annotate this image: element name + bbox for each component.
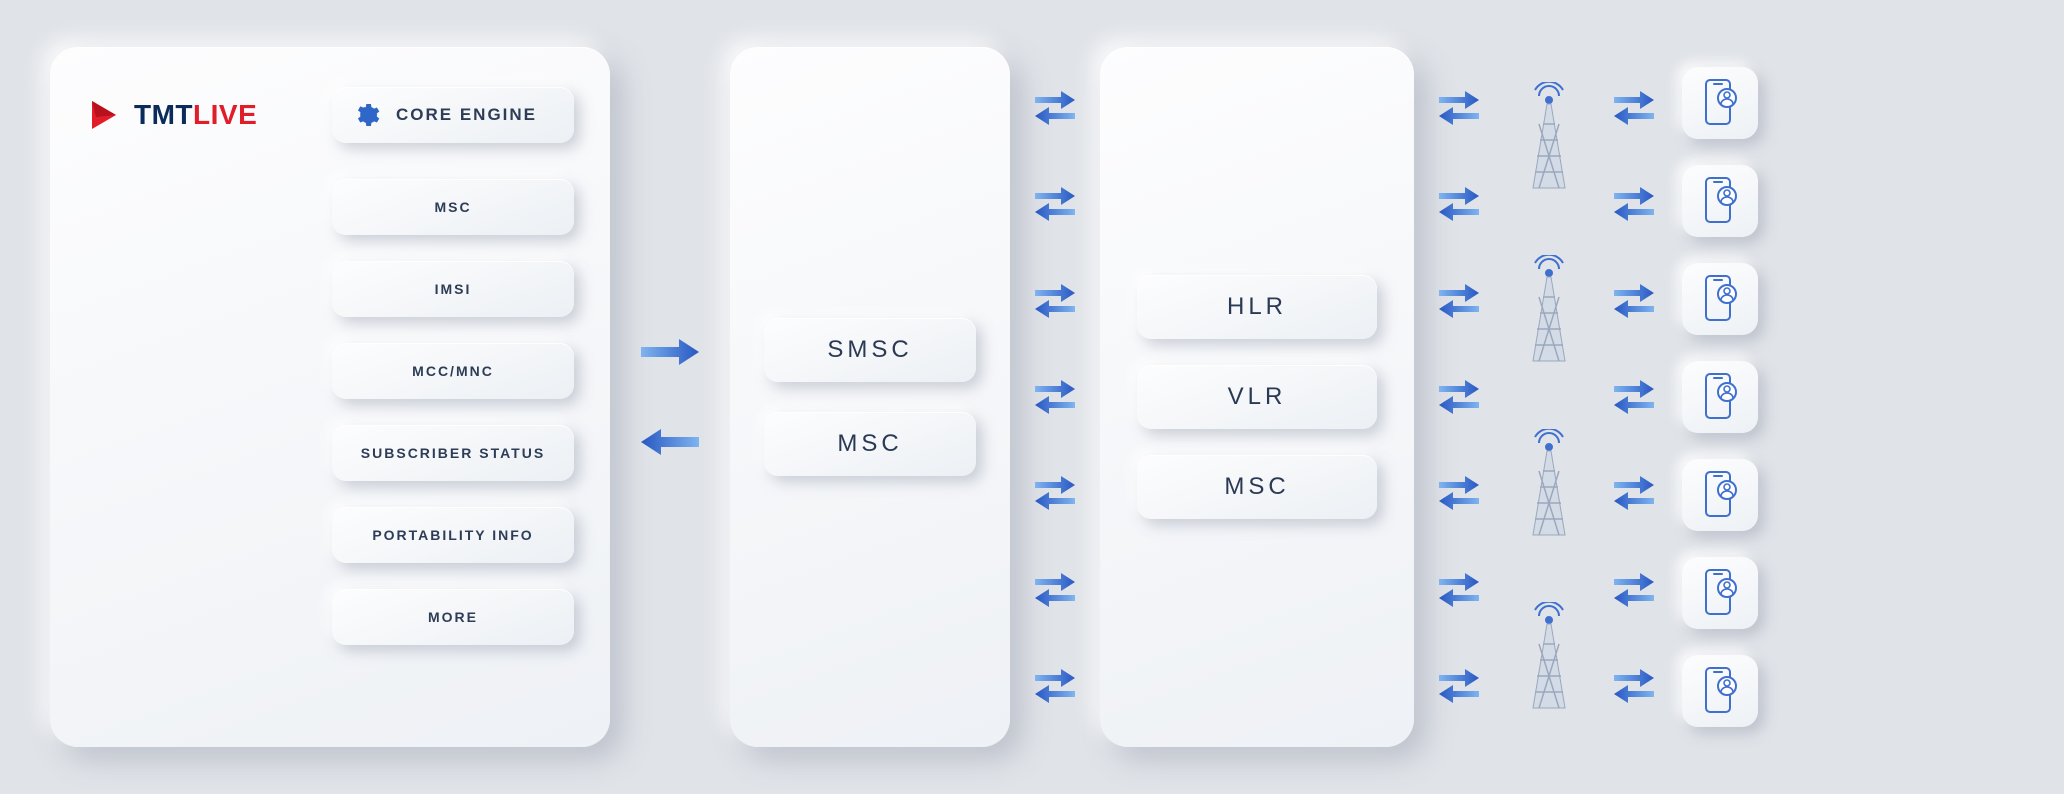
phone-tile <box>1682 557 1758 629</box>
panel3-list: HLR VLR MSC <box>1137 275 1377 519</box>
panel2-item-smsc[interactable]: SMSC <box>764 318 976 382</box>
phone-tile <box>1682 361 1758 433</box>
brand-logo: TMTLIVE <box>86 97 257 133</box>
menu-item-more[interactable]: MORE <box>332 589 574 645</box>
menu-item-imsi[interactable]: IMSI <box>332 261 574 317</box>
panel-smsc-msc: SMSC MSC <box>730 47 1010 747</box>
phone-user-icon <box>1700 666 1740 716</box>
phone-column <box>1674 47 1766 747</box>
panel1-menu: MSC IMSI MCC/MNC SUBSCRIBER STATUS PORTA… <box>332 179 574 645</box>
diagram-stage: TMTLIVE CORE ENGINE MSC IMSI MCC/MNC SUB… <box>50 0 2014 794</box>
swap-arrows-icon <box>1033 184 1077 224</box>
swap-arrows-icon <box>1437 184 1481 224</box>
cell-tower <box>1517 81 1581 193</box>
panel2-list: SMSC MSC <box>764 318 976 476</box>
cell-tower-icon <box>1521 82 1577 192</box>
connector-1-2 <box>610 337 730 457</box>
phone-tile <box>1682 67 1758 139</box>
cell-tower <box>1517 254 1581 366</box>
phone-user-icon <box>1700 568 1740 618</box>
connector-2-3 <box>1010 47 1100 747</box>
panel3-item-vlr[interactable]: VLR <box>1137 365 1377 429</box>
brand-text: TMTLIVE <box>134 99 257 131</box>
menu-item-mcc-mnc[interactable]: MCC/MNC <box>332 343 574 399</box>
swap-arrows-icon <box>1612 666 1656 706</box>
phone-tile <box>1682 263 1758 335</box>
menu-item-portability-info[interactable]: PORTABILITY INFO <box>332 507 574 563</box>
swap-arrows-icon <box>1612 184 1656 224</box>
arrow-left-icon <box>639 427 701 457</box>
swap-arrows-icon <box>1612 88 1656 128</box>
swap-arrows-icon <box>1437 473 1481 513</box>
swap-arrows-icon <box>1612 570 1656 610</box>
panel2-item-msc[interactable]: MSC <box>764 412 976 476</box>
swap-arrows-icon <box>1612 473 1656 513</box>
phone-user-icon <box>1700 176 1740 226</box>
cell-tower-icon <box>1521 429 1577 539</box>
swap-arrows-icon <box>1033 88 1077 128</box>
phone-user-icon <box>1700 470 1740 520</box>
phone-tile <box>1682 655 1758 727</box>
connector-3-towers <box>1414 47 1504 747</box>
swap-arrows-icon <box>1612 281 1656 321</box>
connector-towers-phones <box>1594 47 1674 747</box>
phone-user-icon <box>1700 372 1740 422</box>
menu-item-msc[interactable]: MSC <box>332 179 574 235</box>
swap-arrows-icon <box>1437 377 1481 417</box>
phone-user-icon <box>1700 274 1740 324</box>
menu-item-subscriber-status[interactable]: SUBSCRIBER STATUS <box>332 425 574 481</box>
cell-tower <box>1517 601 1581 713</box>
swap-arrows-icon <box>1033 473 1077 513</box>
gear-icon <box>350 99 382 131</box>
swap-arrows-icon <box>1033 377 1077 417</box>
cell-tower <box>1517 428 1581 540</box>
panel3-item-hlr[interactable]: HLR <box>1137 275 1377 339</box>
brand-part1: TMT <box>134 99 193 130</box>
swap-arrows-icon <box>1437 88 1481 128</box>
brand-row: TMTLIVE CORE ENGINE <box>86 87 574 143</box>
swap-arrows-icon <box>1437 281 1481 321</box>
brand-part2: LIVE <box>193 99 257 130</box>
swap-arrows-icon <box>1033 570 1077 610</box>
phone-user-icon <box>1700 78 1740 128</box>
swap-arrows-icon <box>1437 570 1481 610</box>
swap-arrows-icon <box>1033 666 1077 706</box>
arrow-right-icon <box>639 337 701 367</box>
swap-arrows-icon <box>1437 666 1481 706</box>
panel3-item-msc[interactable]: MSC <box>1137 455 1377 519</box>
panel-hlr-vlr-msc: HLR VLR MSC <box>1100 47 1414 747</box>
cell-tower-icon <box>1521 602 1577 712</box>
core-engine-pill[interactable]: CORE ENGINE <box>332 87 574 143</box>
phone-tile <box>1682 459 1758 531</box>
phone-tile <box>1682 165 1758 237</box>
tower-column <box>1504 47 1594 747</box>
play-logo-icon <box>86 97 122 133</box>
cell-tower-icon <box>1521 255 1577 365</box>
panel-core-engine: TMTLIVE CORE ENGINE MSC IMSI MCC/MNC SUB… <box>50 47 610 747</box>
swap-arrows-icon <box>1612 377 1656 417</box>
swap-arrows-icon <box>1033 281 1077 321</box>
core-engine-label: CORE ENGINE <box>396 105 537 125</box>
